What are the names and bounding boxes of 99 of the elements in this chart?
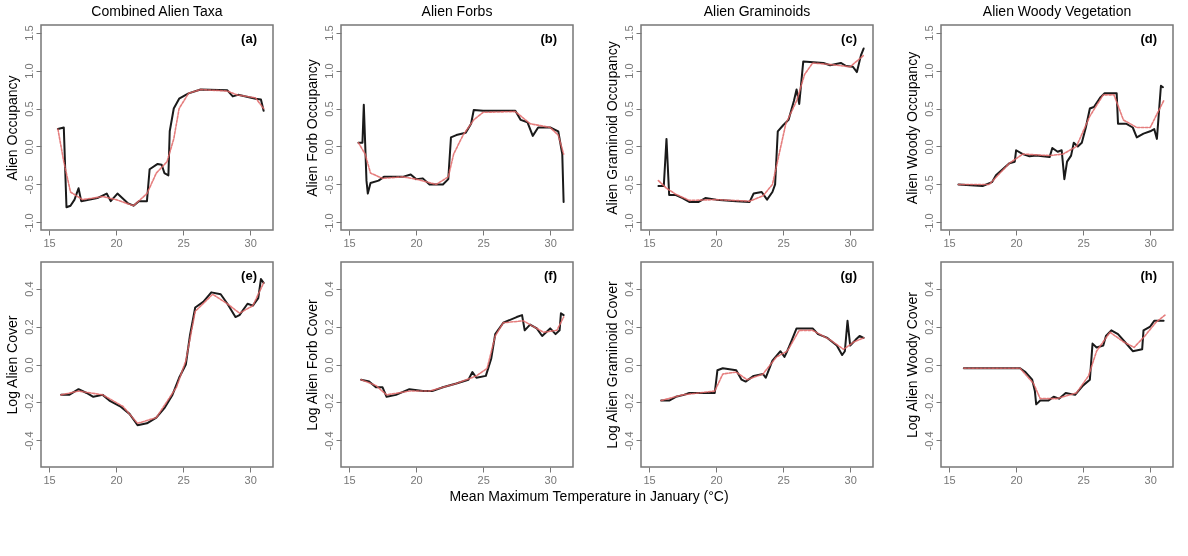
y-tick-label: 1.0	[622, 63, 635, 79]
y-axis-title: Log Alien Woody Cover	[903, 291, 920, 439]
x-tick-label: 15	[343, 473, 356, 486]
x-tick-label: 30	[544, 473, 557, 486]
x-tick-label: 25	[177, 473, 190, 486]
y-tick-label: 0.0	[922, 139, 935, 155]
y-tick-label: 1.0	[22, 63, 35, 79]
x-tick-label: 30	[544, 236, 557, 249]
y-tick-label: 1.5	[22, 25, 35, 41]
annotation: (c)	[841, 31, 857, 46]
y-tick-label: -0.2	[22, 393, 35, 413]
y-tick-label: -0.5	[922, 175, 935, 195]
x-tick-label: 20	[1010, 473, 1023, 486]
line-series	[357, 110, 565, 186]
y-tick-label: 1.5	[922, 25, 935, 41]
y-tick-label: 0.2	[22, 319, 35, 335]
y-tick-label: -0.2	[322, 393, 335, 413]
y-tick-label: 0.5	[922, 101, 935, 117]
y-tick-label: 0.0	[622, 357, 635, 373]
x-tick-label: 25	[477, 473, 490, 486]
y-axis-title: Log Alien Graminoid Cover	[603, 281, 620, 449]
x-tick-label: 25	[177, 236, 190, 249]
x-tick-label: 20	[410, 473, 423, 486]
y-tick-label: 0.0	[22, 357, 35, 373]
y-tick-label: 1.5	[322, 25, 335, 41]
x-tick-label: 30	[1144, 473, 1157, 486]
y-tick-label: 0.4	[22, 281, 35, 297]
y-tick-label: 0.4	[322, 281, 335, 297]
y-tick-label: 0.4	[922, 281, 935, 297]
x-tick-label: 20	[1010, 236, 1023, 249]
x-tick-label: 30	[244, 236, 257, 249]
y-tick-label: 1.0	[322, 63, 335, 79]
x-tick-label: 15	[943, 236, 956, 249]
y-tick-label: 0.5	[22, 101, 35, 117]
chart-title: Alien Forbs	[421, 2, 493, 19]
x-tick-label: 30	[1144, 236, 1157, 249]
x-tick-label: 20	[410, 236, 423, 249]
y-tick-label: 0.0	[622, 139, 635, 155]
annotation: (h)	[1140, 268, 1157, 283]
y-axis-title: Log Alien Forb Cover	[303, 298, 320, 431]
y-tick-label: 0.2	[622, 319, 635, 335]
x-tick-label: 30	[844, 473, 857, 486]
y-tick-label: 1.0	[922, 63, 935, 79]
y-tick-label: -0.2	[922, 393, 935, 413]
y-tick-label: -0.4	[622, 431, 635, 451]
x-tick-label: 15	[943, 473, 956, 486]
x-tick-label: 15	[643, 236, 656, 249]
y-tick-label: -1.0	[922, 213, 935, 233]
y-tick-label: -0.2	[622, 393, 635, 413]
annotation: (a)	[241, 31, 257, 46]
y-axis-title: Alien Occupancy	[3, 75, 20, 181]
y-tick-label: 0.5	[322, 101, 335, 117]
y-tick-label: 0.5	[622, 101, 635, 117]
y-tick-label: 0.2	[922, 319, 935, 335]
y-tick-label: -1.0	[322, 213, 335, 233]
y-tick-label: 0.4	[622, 281, 635, 297]
y-tick-label: 0.0	[22, 139, 35, 155]
y-tick-label: -0.5	[22, 175, 35, 195]
y-tick-label: 0.2	[322, 319, 335, 335]
x-tick-label: 15	[43, 236, 56, 249]
x-tick-label: 20	[110, 236, 123, 249]
x-tick-label: 25	[477, 236, 490, 249]
x-tick-label: 15	[643, 473, 656, 486]
line-series	[357, 103, 565, 203]
chart-title: Alien Graminoids	[703, 2, 811, 19]
y-tick-label: 0.0	[322, 357, 335, 373]
x-tick-label: 20	[110, 473, 123, 486]
x-tick-label: 25	[1077, 236, 1090, 249]
x-tick-label: 20	[710, 236, 723, 249]
y-tick-label: 1.5	[622, 25, 635, 41]
x-tick-label: 25	[777, 236, 790, 249]
annotation: (g)	[840, 268, 857, 283]
chart-title: Combined Alien Taxa	[91, 2, 223, 19]
y-tick-label: -0.5	[622, 175, 635, 195]
x-tick-label: 25	[1077, 473, 1090, 486]
annotation: (b)	[540, 31, 557, 46]
annotation: (e)	[241, 268, 257, 283]
chart-title: Alien Woody Vegetation	[982, 2, 1132, 19]
y-tick-label: 0.0	[322, 139, 335, 155]
y-tick-label: -0.4	[922, 431, 935, 451]
y-axis-title: Alien Woody Occupancy	[903, 51, 920, 205]
x-axis-title: Mean Maximum Temperature in January (°C)	[449, 487, 729, 504]
y-axis-title: Alien Graminoid Occupancy	[603, 41, 620, 215]
y-tick-label: -0.4	[22, 431, 35, 451]
x-tick-label: 15	[43, 473, 56, 486]
x-tick-label: 15	[343, 236, 356, 249]
x-tick-label: 30	[244, 473, 257, 486]
x-tick-label: 20	[710, 473, 723, 486]
x-tick-label: 25	[777, 473, 790, 486]
y-axis-title: Alien Forb Occupancy	[303, 59, 320, 197]
y-axis-title: Log Alien Cover	[3, 315, 20, 415]
annotation: (f)	[544, 268, 557, 283]
annotation: (d)	[1140, 31, 1157, 46]
y-tick-label: 0.0	[922, 357, 935, 373]
y-tick-label: -1.0	[22, 213, 35, 233]
x-tick-label: 30	[844, 236, 857, 249]
y-tick-label: -0.4	[322, 431, 335, 451]
y-tick-label: -0.5	[322, 175, 335, 195]
y-tick-label: -1.0	[622, 213, 635, 233]
